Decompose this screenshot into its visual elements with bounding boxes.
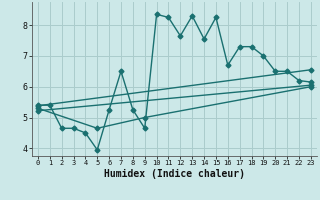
X-axis label: Humidex (Indice chaleur): Humidex (Indice chaleur) <box>104 169 245 179</box>
